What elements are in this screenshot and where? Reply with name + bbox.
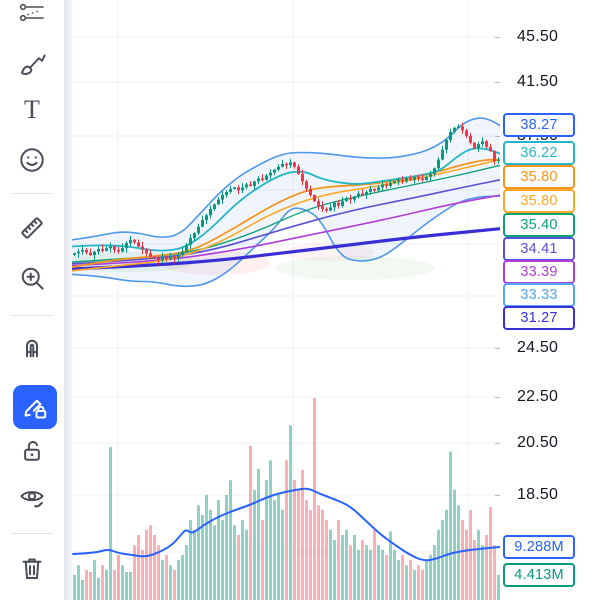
indigo-sma-thick-line	[70, 227, 502, 271]
axis-tick	[495, 37, 500, 38]
toolbar-divider	[12, 315, 52, 316]
teal-ema-line	[71, 147, 501, 252]
unlock-tool-button[interactable]	[9, 431, 55, 471]
price-axis-label: 41.50	[517, 73, 559, 90]
remove-drawings-tool-button[interactable]	[9, 548, 55, 588]
indicator-value-label: 34.41	[503, 237, 575, 261]
indicator-value-label: 35.80	[503, 165, 575, 189]
axis-tick	[495, 348, 500, 349]
emoji-tool-button[interactable]	[9, 140, 55, 180]
axis-tick	[495, 397, 500, 398]
indicator-value-label: 35.40	[503, 213, 575, 237]
pencil-lock-icon	[24, 399, 47, 419]
violet-ma-line	[71, 179, 501, 265]
lock-drawings-tool-button[interactable]	[13, 385, 57, 429]
indicator-value-label: 33.39	[503, 260, 575, 284]
indicator-value-label: 9.288M	[503, 535, 575, 559]
indicator-value-label: 35.80	[503, 189, 575, 213]
hide-drawings-tool-button[interactable]	[9, 478, 55, 518]
candles	[73, 122, 500, 265]
axis-tick	[495, 82, 500, 83]
trend-line-tools-icon	[19, 3, 44, 22]
indicator-value-label: 36.22	[503, 141, 575, 165]
brush-tool-button[interactable]	[9, 43, 55, 83]
volume-bars	[73, 398, 500, 600]
toolbar-divider	[12, 533, 52, 534]
zoom-in-tool-button[interactable]	[9, 258, 55, 298]
price-scale[interactable]: 45.5041.5037.5024.5022.5020.5018.5038.27…	[495, 0, 600, 600]
toolbar-divider	[12, 193, 52, 194]
bollinger-band-fill	[72, 117, 500, 287]
volume-ma-line	[72, 487, 501, 562]
open-lock-icon	[24, 441, 40, 461]
axis-tick	[495, 136, 500, 137]
price-axis-label: 20.50	[517, 434, 559, 451]
indicator-value-label: 4.413M	[503, 563, 575, 587]
trash-icon	[22, 558, 42, 579]
indicator-value-label: 33.33	[503, 283, 575, 307]
measure-tool-button[interactable]	[9, 208, 55, 248]
eye-brush-icon	[20, 491, 44, 508]
gridlines	[72, 0, 500, 600]
price-axis-label: 24.50	[517, 339, 559, 356]
axis-tick	[495, 495, 500, 496]
pane-edge-strip	[64, 0, 72, 600]
price-axis-label: 18.50	[517, 486, 559, 503]
price-axis-label: 22.50	[517, 388, 559, 405]
magnet-icon	[26, 339, 38, 358]
price-axis-label: 45.50	[517, 28, 559, 45]
bollinger-upper-line	[71, 117, 501, 241]
indicator-value-label: 38.27	[503, 113, 575, 137]
smiley-icon	[20, 148, 44, 172]
trend-line-tools-button[interactable]	[9, 0, 55, 28]
text-tool-icon: T	[24, 95, 40, 124]
ruler-icon	[21, 217, 43, 239]
indicator-value-label: 31.27	[503, 306, 575, 330]
text-tool-button[interactable]: T	[9, 90, 55, 130]
brush-icon	[21, 54, 46, 75]
magnet-tool-button[interactable]	[9, 327, 55, 367]
drawing-toolbar: T	[0, 0, 64, 600]
magnifier-plus-icon	[21, 267, 44, 290]
axis-tick	[495, 443, 500, 444]
